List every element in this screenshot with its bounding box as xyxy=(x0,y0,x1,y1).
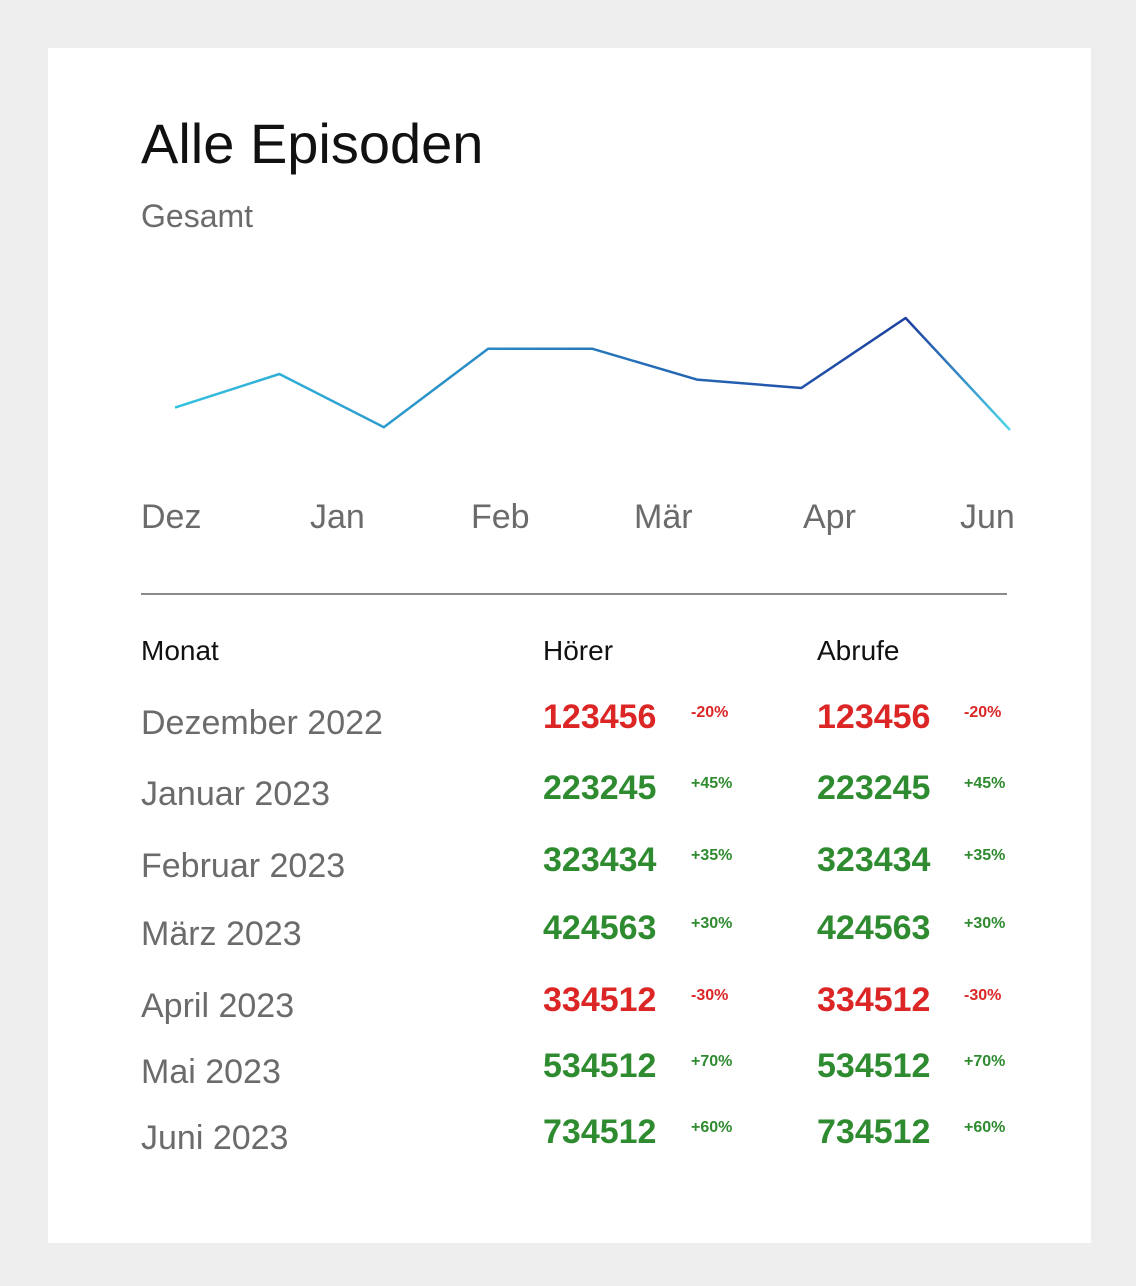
table-row: März 2023 424563 +30% 424563 +30% xyxy=(48,909,1091,974)
month-cell: März 2023 xyxy=(141,915,302,953)
x-tick-label: Apr xyxy=(803,498,856,536)
month-cell: April 2023 xyxy=(141,987,295,1025)
series-line xyxy=(174,316,1011,431)
table-row: Mai 2023 534512 +70% 534512 +70% xyxy=(48,1047,1091,1112)
listeners-change: -20% xyxy=(691,704,729,721)
plays-value: 734512 xyxy=(817,1113,931,1151)
listeners-value: 424563 xyxy=(543,909,657,947)
listeners-value: 534512 xyxy=(543,1047,657,1085)
month-cell: Mai 2023 xyxy=(141,1053,281,1091)
table-row: Juni 2023 734512 +60% 734512 +60% xyxy=(48,1113,1091,1178)
plays-value: 534512 xyxy=(817,1047,931,1085)
header-plays: Abrufe xyxy=(817,635,900,666)
plays-change: +70% xyxy=(964,1053,1006,1070)
month-cell: Juni 2023 xyxy=(141,1119,289,1157)
plays-value: 334512 xyxy=(817,981,931,1019)
x-tick-label: Mär xyxy=(634,498,693,536)
table-row: Dezember 2022 123456 -20% 123456 -20% xyxy=(48,698,1091,763)
listeners-change: -30% xyxy=(691,987,729,1004)
month-cell: Februar 2023 xyxy=(141,847,346,885)
line-chart xyxy=(174,316,1011,431)
month-cell: Januar 2023 xyxy=(141,775,331,813)
plays-change: -20% xyxy=(964,704,1002,721)
plays-change: +35% xyxy=(964,847,1006,864)
table-row: April 2023 334512 -30% 334512 -30% xyxy=(48,981,1091,1046)
x-tick-label: Jan xyxy=(310,498,365,536)
plays-change: +45% xyxy=(964,775,1006,792)
plays-change: -30% xyxy=(964,987,1002,1004)
listeners-value: 223245 xyxy=(543,769,657,807)
x-tick-label: Jun xyxy=(960,498,1015,536)
listeners-value: 734512 xyxy=(543,1113,657,1151)
plays-value: 123456 xyxy=(817,698,931,736)
plays-value: 323434 xyxy=(817,841,931,879)
card-subtitle: Gesamt xyxy=(141,198,254,234)
listeners-value: 334512 xyxy=(543,981,657,1019)
listeners-change: +60% xyxy=(691,1119,733,1136)
month-cell: Dezember 2022 xyxy=(141,704,383,742)
plays-value: 223245 xyxy=(817,769,931,807)
listeners-change: +35% xyxy=(691,847,733,864)
card-title: Alle Episoden xyxy=(141,112,484,175)
x-tick-label: Feb xyxy=(471,498,530,536)
header-month: Monat xyxy=(141,635,219,666)
plays-change: +30% xyxy=(964,915,1006,932)
listeners-change: +30% xyxy=(691,915,733,932)
plays-change: +60% xyxy=(964,1119,1006,1136)
listeners-change: +70% xyxy=(691,1053,733,1070)
listeners-value: 323434 xyxy=(543,841,657,879)
table-row: Februar 2023 323434 +35% 323434 +35% xyxy=(48,841,1091,906)
table-row: Januar 2023 223245 +45% 223245 +45% xyxy=(48,769,1091,834)
listeners-change: +45% xyxy=(691,775,733,792)
header-listeners: Hörer xyxy=(543,635,614,666)
divider xyxy=(141,593,1007,595)
listeners-value: 123456 xyxy=(543,698,657,736)
episodes-card: Alle Episoden Gesamt Dez Jan Feb Mär Apr Jun … xyxy=(48,48,1091,1243)
x-tick-label: Dez xyxy=(141,498,202,536)
plays-value: 424563 xyxy=(817,909,931,947)
